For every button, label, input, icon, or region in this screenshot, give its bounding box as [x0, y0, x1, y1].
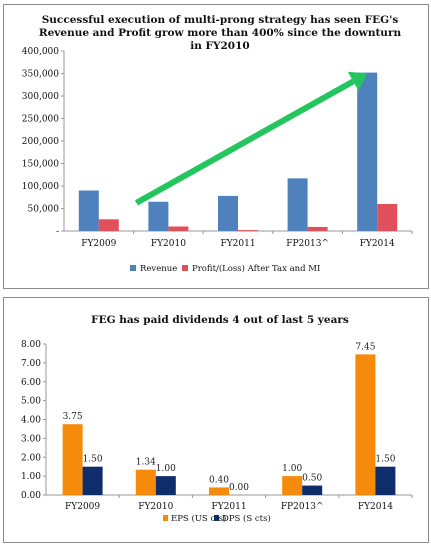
y-tick-label: 100,000: [22, 182, 59, 192]
chart-title: FEG has paid dividends 4 out of last 5 y…: [91, 314, 349, 326]
bar: [209, 487, 229, 495]
bar: [357, 72, 378, 231]
y-tick-label: 6.00: [21, 378, 41, 388]
data-labels: 3.751.50 1.341.000.400.001.000.507.451.50: [63, 342, 396, 493]
y-tick-label: 350,000: [22, 70, 59, 80]
x-tick-label: FP2013^: [281, 502, 324, 512]
bar: [82, 466, 103, 495]
data-label: 0.00: [229, 483, 249, 493]
bar: [307, 226, 328, 231]
data-label: 7.45: [355, 342, 375, 352]
x-tick-label: FY2009: [81, 239, 116, 249]
x-tick-label: FY2014: [360, 239, 395, 249]
x-tick-label: FY2010: [151, 239, 186, 249]
chart-bars: [78, 72, 398, 231]
bar: [168, 226, 189, 231]
chart-title-line: Revenue and Profit grow more than 400% s…: [39, 27, 402, 39]
arrow-shaft: [134, 78, 355, 206]
chart-title: FEG has paid dividends 4 out of last 5 y…: [91, 314, 349, 326]
data-label: 0.40: [209, 475, 229, 485]
bar: [148, 201, 169, 231]
eps-dps-chart-panel: FEG has paid dividends 4 out of last 5 y…: [3, 297, 429, 543]
y-tick-label: 5.00: [21, 397, 41, 407]
y-tick-label: -: [56, 227, 59, 237]
legend-label: Revenue: [140, 264, 177, 274]
y-tick-label: 50,000: [28, 205, 60, 215]
chart-title-line: Successful execution of multi-prong stra…: [42, 14, 399, 26]
growth-arrow: [134, 71, 368, 206]
chart-legend: Revenue Profit/(Loss) After Tax and MI: [130, 263, 320, 274]
arrow-head: [347, 71, 368, 91]
y-tick-label: 400,000: [22, 47, 59, 57]
bar: [287, 178, 308, 231]
revenue-profit-chart-panel: Successful execution of multi-prong stra…: [3, 4, 429, 289]
bar: [98, 219, 119, 231]
y-tick-label: 0.00: [21, 491, 41, 501]
bar: [377, 204, 398, 231]
y-tick-label: 300,000: [22, 92, 59, 102]
legend-label: Profit/(Loss) After Tax and MI: [192, 263, 320, 274]
bar: [238, 230, 258, 231]
data-label: 3.75: [63, 412, 83, 422]
data-label: 1.50: [83, 455, 103, 465]
bar: [62, 424, 83, 495]
legend-swatch: [130, 265, 136, 271]
legend-label: DPS (S cts): [222, 513, 271, 524]
data-label: 0.50: [302, 474, 322, 484]
x-tick-label: FY2011: [211, 502, 246, 512]
y-tick-label: 2.00: [21, 453, 41, 463]
chart-axes: 0.00 1.00 2.00 3.00 4.00 5.00 6.00 7.00 8.00 FY20…: [21, 340, 413, 512]
x-tick-label: FY2010: [138, 502, 173, 512]
y-tick-label: 250,000: [22, 115, 59, 125]
chart-title: Successful execution of multi-prong stra…: [39, 14, 402, 52]
bar: [135, 469, 156, 495]
bar: [355, 354, 376, 495]
chart-bars: [62, 354, 396, 495]
y-tick-label: 200,000: [22, 137, 59, 147]
bar: [78, 190, 99, 231]
revenue-profit-chart: Successful execution of multi-prong stra…: [22, 14, 413, 274]
y-tick-label: 3.00: [21, 434, 41, 444]
bar: [302, 485, 323, 495]
x-tick-label: FP2013^: [286, 239, 329, 249]
data-label: 1.00: [282, 464, 302, 474]
chart-axes: - 50,000 100,000 150,000 200,000 250,000 300,0…: [22, 47, 413, 249]
bar: [155, 476, 176, 495]
y-tick-label: 150,000: [22, 160, 59, 170]
x-tick-label: FY2014: [358, 502, 393, 512]
legend-swatch: [182, 265, 188, 271]
chart-legend: EPS (US cts)DPS (S cts): [163, 513, 271, 524]
bar: [218, 195, 238, 231]
y-tick-label: 4.00: [21, 416, 41, 426]
bar: [282, 476, 303, 495]
x-tick-label: FY2011: [220, 239, 255, 249]
data-label: 1.50: [375, 455, 395, 465]
eps-dps-chart: FEG has paid dividends 4 out of last 5 y…: [21, 314, 413, 524]
data-label: 1.34: [136, 458, 156, 468]
x-tick-label: FY2009: [65, 502, 100, 512]
y-tick-label: 7.00: [21, 359, 41, 369]
y-tick-label: 8.00: [21, 340, 41, 350]
legend-swatch: [214, 515, 219, 521]
legend-label: EPS (US cts): [171, 513, 226, 524]
chart-title-line: in FY2010: [190, 40, 249, 52]
legend-swatch: [163, 515, 168, 521]
data-label: 1.00: [156, 464, 176, 474]
y-tick-label: 1.00: [21, 472, 41, 482]
bar: [375, 466, 396, 495]
